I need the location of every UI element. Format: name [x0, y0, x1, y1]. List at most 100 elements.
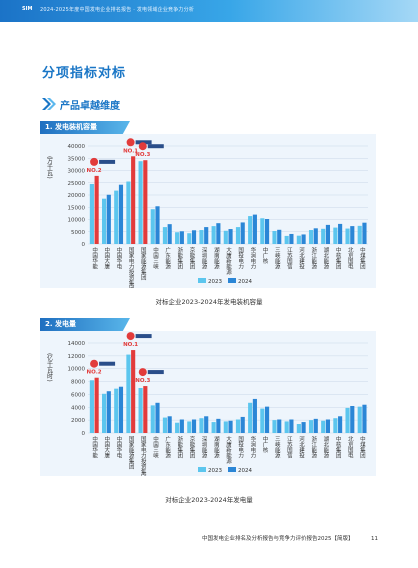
- x-tick-label: 浙能集团: [176, 435, 183, 460]
- bar-2023: [102, 198, 107, 244]
- bar-2023: [114, 388, 119, 433]
- rank-annotation: NO.1: [123, 148, 138, 154]
- x-tick-label: 北京国电: [347, 246, 354, 270]
- bar-2023: [284, 421, 289, 433]
- y-tick-label: 14000: [68, 341, 86, 347]
- bar-2024: [143, 160, 148, 244]
- bar-2024: [204, 227, 209, 244]
- bar-2023: [345, 228, 350, 244]
- bar-2024: [252, 398, 257, 433]
- bar-2024: [350, 226, 355, 244]
- bar-2024: [301, 422, 306, 433]
- page-title: 分项指标对标: [42, 66, 127, 81]
- chart-capacity: (万千瓦) 0 5000 10000 15000 20000 25000 30000 35000…: [46, 138, 368, 292]
- x-tick-label: 中煤集团: [359, 435, 366, 460]
- bar-2024: [155, 402, 160, 433]
- bar-2024: [277, 419, 282, 433]
- bar-2024: [265, 219, 270, 244]
- bar-2023: [126, 354, 131, 433]
- x-tick-label: 中核集团: [335, 435, 342, 460]
- y-tick-label: 25000: [68, 181, 86, 187]
- bar-2023: [260, 218, 265, 244]
- x-tick-label: 三峡能源: [274, 247, 281, 271]
- company-logo-text-mark: [99, 361, 116, 366]
- company-logo-text-mark: [147, 144, 164, 149]
- legend-label-2024: 2024: [238, 468, 252, 474]
- bar-2024: [167, 416, 172, 433]
- x-tick-label: 中国华能: [91, 435, 98, 460]
- x-tick-label: 中国大唐: [103, 435, 110, 460]
- bar-2023: [223, 421, 228, 433]
- y-tick-label: 10000: [68, 218, 86, 224]
- legend-label-2023: 2023: [208, 279, 222, 285]
- company-logo-icon: [126, 332, 135, 341]
- y-tick-label: 10000: [68, 367, 86, 373]
- bar-2023: [248, 216, 253, 244]
- company-logo-icon: [138, 368, 147, 377]
- bar-2024: [94, 377, 99, 433]
- bar-2024: [131, 350, 136, 433]
- bar-2024: [265, 406, 270, 433]
- bar-2023: [102, 393, 107, 433]
- y-tick-label: 0: [82, 431, 86, 437]
- bar-2024: [228, 229, 233, 244]
- x-tick-label: 北京国电: [347, 435, 354, 459]
- y-tick-label: 15000: [68, 205, 86, 211]
- bar-2024: [204, 416, 209, 433]
- y-tick-label: 8000: [71, 380, 85, 386]
- bar-2024: [155, 206, 160, 244]
- bar-2023: [150, 405, 155, 433]
- legend-label-2023: 2023: [208, 468, 222, 474]
- bar-2023: [89, 183, 94, 244]
- bar-2024: [338, 223, 343, 244]
- rank-annotation: NO.3: [135, 378, 150, 384]
- bar-2023: [235, 227, 241, 244]
- y-tick-label: 5000: [71, 230, 85, 236]
- x-tick-label: 中国大唐: [103, 246, 110, 271]
- bar-2024: [143, 386, 148, 433]
- y-tick-label: 35000: [68, 156, 86, 162]
- bar-2023: [162, 417, 168, 433]
- x-tick-label: 浙江能源: [310, 435, 317, 460]
- x-tick-label: 江苏国信: [286, 436, 293, 460]
- x-tick-label: 中国三峡: [152, 435, 159, 460]
- bar-2023: [308, 230, 314, 244]
- chevron-right-icon: [42, 98, 56, 110]
- bar-2023: [175, 422, 180, 433]
- y-tick-label: 6000: [71, 392, 85, 398]
- bar-2023: [321, 228, 326, 244]
- bar-2024: [325, 419, 331, 433]
- company-logo-icon: [90, 359, 99, 368]
- bar-2023: [211, 422, 216, 433]
- bar-2024: [362, 222, 367, 244]
- bar-2024: [179, 419, 184, 433]
- bar-2023: [199, 418, 204, 433]
- bar-2023: [296, 424, 301, 433]
- y-tick-label: 12000: [68, 354, 86, 360]
- bar-2024: [191, 230, 197, 244]
- y-tick-label: 40000: [68, 144, 86, 150]
- bar-2023: [89, 380, 94, 433]
- section-label-capacity: 1. 发电装机容量: [40, 121, 130, 134]
- y-tick-label: 20000: [68, 193, 86, 199]
- bar-2024: [325, 224, 331, 244]
- x-tick-label: 广东能源: [164, 246, 171, 271]
- x-tick-label: 深圳能源: [201, 435, 208, 460]
- bar-2024: [191, 419, 197, 433]
- section-label-generation: 2. 发电量: [40, 318, 130, 331]
- x-tick-label: 国家能源集团: [140, 247, 147, 282]
- x-tick-label: 中国华电: [115, 246, 122, 270]
- company-logo-text-mark: [135, 334, 152, 339]
- legend-swatch-2024: [228, 278, 236, 283]
- header-text: 2024-2025年度中国发电企业排名报告 · 发电领域企业竞争力分析: [40, 7, 195, 13]
- bar-2023: [199, 230, 204, 244]
- x-tick-label: 深圳能源: [201, 246, 208, 271]
- x-tick-label: 中国三峡: [152, 246, 159, 271]
- x-tick-label: 中国华电: [115, 435, 122, 459]
- legend-swatch-2023: [198, 467, 206, 472]
- x-tick-label: 广东能源: [164, 435, 171, 460]
- bar-2023: [248, 402, 253, 433]
- bar-2024: [179, 231, 184, 244]
- company-logo-text-mark: [147, 370, 164, 375]
- bar-2024: [106, 391, 111, 433]
